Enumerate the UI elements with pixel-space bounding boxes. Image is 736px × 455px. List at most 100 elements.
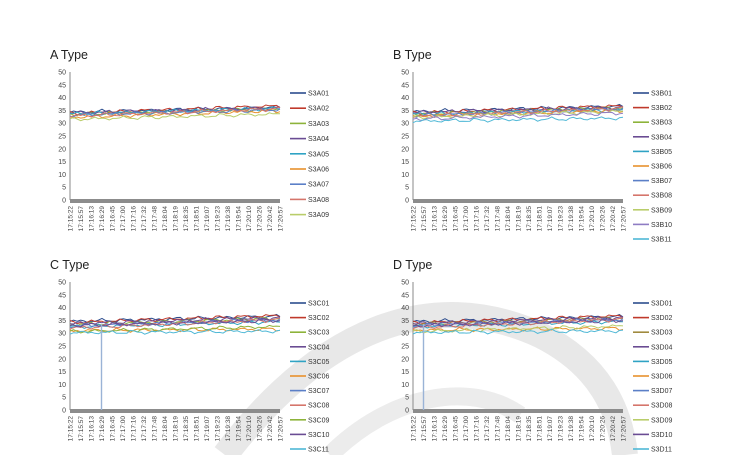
x-tick-label: 17:18:19 bbox=[173, 206, 180, 232]
legend-label: S3C04 bbox=[308, 344, 330, 351]
x-tick-label: 17:16:13 bbox=[89, 416, 96, 442]
legend-label: S3C10 bbox=[308, 432, 330, 439]
y-tick-label: 0 bbox=[62, 408, 66, 415]
legend-label: S3D04 bbox=[651, 344, 673, 351]
x-tick-label: 17:16:29 bbox=[99, 416, 106, 442]
x-tick-label: 17:16:29 bbox=[99, 206, 106, 232]
legend-label: S3A05 bbox=[308, 151, 329, 158]
x-tick-label: 17:15:22 bbox=[68, 206, 75, 232]
y-tick-label: 45 bbox=[401, 82, 409, 89]
y-tick-label: 40 bbox=[401, 305, 409, 312]
x-tick-label: 17:19:07 bbox=[204, 206, 211, 232]
x-tick-label: 17:17:48 bbox=[495, 206, 502, 232]
x-tick-label: 17:16:45 bbox=[453, 416, 460, 442]
x-tick-label: 17:17:48 bbox=[495, 416, 502, 442]
legend-label: S3D02 bbox=[651, 315, 673, 322]
x-tick-label: 17:19:23 bbox=[558, 416, 565, 442]
y-tick-label: 30 bbox=[58, 331, 66, 338]
y-tick-label: 25 bbox=[401, 134, 409, 141]
y-tick-label: 45 bbox=[58, 82, 66, 89]
x-tick-label: 17:19:23 bbox=[215, 416, 222, 442]
legend-label: S3B04 bbox=[651, 134, 672, 141]
chart-svg: 0 5 10 15 20 25 30 35 40 45 50 17:15:22 17:15:57 17:1… bbox=[58, 280, 330, 454]
chart-title: C Type bbox=[50, 258, 90, 272]
series-line bbox=[69, 313, 281, 324]
x-tick-label: 17:17:48 bbox=[152, 206, 159, 232]
x-tick-label: 17:19:54 bbox=[236, 206, 243, 232]
legend-label: S3A07 bbox=[308, 182, 329, 189]
legend-label: S3D07 bbox=[651, 388, 673, 395]
series-line bbox=[69, 318, 281, 328]
legend-label: S3B09 bbox=[651, 207, 672, 214]
x-axis bbox=[70, 199, 280, 203]
series-line bbox=[412, 106, 624, 119]
legend-label: S3B07 bbox=[651, 178, 672, 185]
x-tick-label: 17:20:57 bbox=[278, 206, 285, 232]
y-tick-label: 50 bbox=[58, 70, 66, 77]
x-tick-label: 17:17:16 bbox=[131, 206, 138, 232]
y-tick-label: 30 bbox=[401, 121, 409, 128]
chart-title: B Type bbox=[393, 48, 432, 62]
y-tick-label: 45 bbox=[58, 292, 66, 299]
series-line bbox=[412, 105, 624, 114]
legend-label: S3C07 bbox=[308, 388, 330, 395]
x-tick-label: 17:18:04 bbox=[505, 206, 512, 232]
y-tick-label: 50 bbox=[401, 70, 409, 77]
series-line bbox=[69, 317, 281, 330]
x-tick-label: 17:20:42 bbox=[610, 206, 617, 232]
series-line bbox=[412, 103, 624, 114]
x-tick-label: 17:20:26 bbox=[600, 206, 607, 232]
legend-label: S3D10 bbox=[651, 432, 673, 439]
x-tick-label: 17:20:57 bbox=[278, 416, 285, 442]
x-tick-label: 17:16:13 bbox=[432, 416, 439, 442]
x-tick-label: 17:20:10 bbox=[246, 416, 253, 442]
legend-label: S3A06 bbox=[308, 167, 329, 174]
legend-label: S3C03 bbox=[308, 330, 330, 337]
x-tick-label: 17:20:10 bbox=[246, 206, 253, 232]
y-tick-label: 50 bbox=[401, 280, 409, 287]
y-tick-label: 30 bbox=[401, 331, 409, 338]
x-tick-label: 17:18:51 bbox=[194, 206, 201, 232]
x-tick-label: 17:16:29 bbox=[442, 206, 449, 232]
legend-label: S3D05 bbox=[651, 359, 673, 366]
series-line bbox=[69, 316, 281, 325]
series-line bbox=[412, 324, 624, 334]
x-tick-label: 17:17:00 bbox=[120, 416, 127, 442]
x-tick-label: 17:20:57 bbox=[621, 416, 628, 442]
x-axis bbox=[413, 199, 623, 203]
legend-label: S3C08 bbox=[308, 403, 330, 410]
x-tick-label: 17:15:57 bbox=[78, 416, 85, 442]
y-tick-label: 15 bbox=[401, 159, 409, 166]
x-tick-label: 17:18:51 bbox=[537, 206, 544, 232]
legend-label: S3D01 bbox=[651, 301, 673, 308]
legend-label: S3B01 bbox=[651, 91, 672, 98]
y-tick-label: 35 bbox=[58, 318, 66, 325]
x-tick-label: 17:18:04 bbox=[505, 416, 512, 442]
x-tick-label: 17:17:32 bbox=[141, 206, 148, 232]
series-line bbox=[412, 319, 624, 328]
x-tick-label: 17:19:38 bbox=[568, 206, 575, 232]
y-tick-label: 40 bbox=[58, 95, 66, 102]
x-tick-label: 17:19:23 bbox=[558, 206, 565, 232]
chart-svg: 0 5 10 15 20 25 30 35 40 45 50 17:15:22 17:15:57 17:1… bbox=[58, 70, 329, 232]
series-line bbox=[412, 111, 624, 121]
x-tick-label: 17:17:48 bbox=[152, 416, 159, 442]
y-tick-label: 25 bbox=[58, 134, 66, 141]
series-line bbox=[412, 109, 624, 120]
x-tick-label: 17:20:42 bbox=[610, 416, 617, 442]
legend-label: S3A09 bbox=[308, 212, 329, 219]
x-tick-label: 17:19:07 bbox=[547, 206, 554, 232]
series-line bbox=[69, 328, 281, 335]
series-line bbox=[69, 106, 281, 118]
x-tick-label: 17:16:29 bbox=[442, 416, 449, 442]
y-tick-label: 25 bbox=[401, 344, 409, 351]
y-tick-label: 15 bbox=[401, 369, 409, 376]
legend-label: S3A04 bbox=[308, 136, 329, 143]
legend-label: S3A03 bbox=[308, 121, 329, 128]
x-tick-label: 17:19:23 bbox=[215, 206, 222, 232]
y-tick-label: 20 bbox=[401, 146, 409, 153]
x-tick-label: 17:18:04 bbox=[162, 206, 169, 232]
x-tick-label: 17:17:00 bbox=[463, 416, 470, 442]
x-tick-label: 17:18:19 bbox=[516, 416, 523, 442]
legend-label: S3C01 bbox=[308, 301, 330, 308]
